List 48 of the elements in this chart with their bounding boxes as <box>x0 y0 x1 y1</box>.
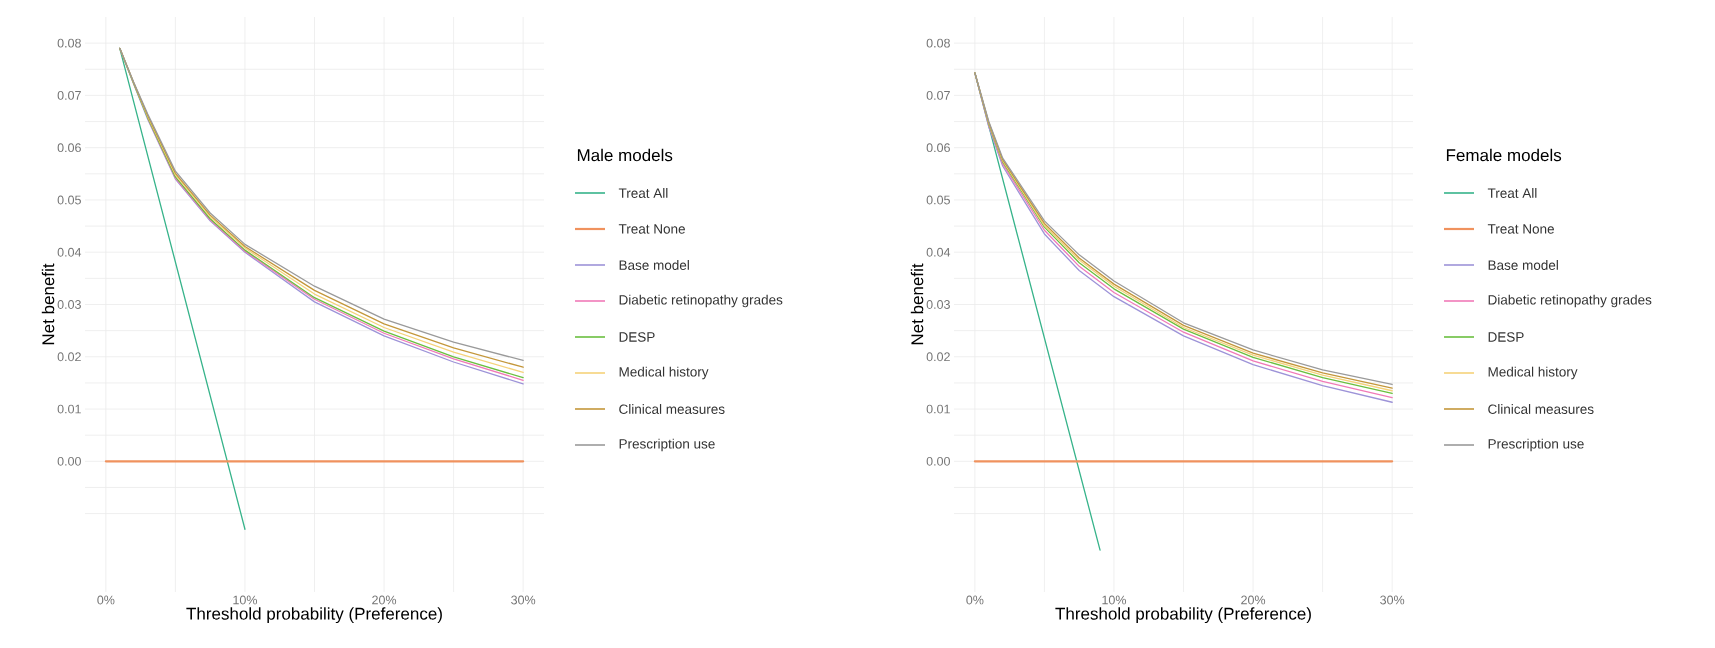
y-axis-title: Net benefit <box>910 263 924 345</box>
legend-label: Clinical measures <box>619 404 725 414</box>
x-tick-label: 20% <box>1241 595 1266 605</box>
y-tick-label: 0.02 <box>926 352 950 362</box>
legend-label: Treat None <box>1487 224 1554 234</box>
legend-label: Medical history <box>619 366 709 380</box>
legend-label: Treat All <box>1487 188 1537 198</box>
legend-label: Base model <box>1488 260 1558 270</box>
y-tick-label: 0.03 <box>926 300 950 309</box>
y-tick-label: 0.07 <box>57 90 81 100</box>
y-tick-label: 0.02 <box>57 352 81 362</box>
legend-label: Medical history <box>1488 366 1578 380</box>
y-tick-label: 0.06 <box>926 143 950 153</box>
legend-label: Treat All <box>618 188 668 198</box>
y-tick-label: 0.00 <box>57 456 81 466</box>
legend-label: Prescription use <box>619 438 715 452</box>
x-tick-label: 0% <box>966 595 984 605</box>
y-tick-label: 0.00 <box>926 456 950 466</box>
x-tick-label: 0% <box>97 595 115 605</box>
y-tick-label: 0.06 <box>57 143 81 153</box>
legend-label: Diabetic retinopathy grades <box>1488 294 1652 308</box>
x-axis-title: Threshold probability (Preference) <box>186 607 442 624</box>
x-tick-label: 10% <box>233 595 258 605</box>
legend-label: Base model <box>619 260 689 270</box>
x-tick-label: 20% <box>372 595 397 605</box>
legend-label: DESP <box>1488 332 1524 342</box>
y-tick-label: 0.05 <box>57 195 81 205</box>
y-tick-label: 0.01 <box>926 404 950 414</box>
y-tick-label: 0.05 <box>926 195 950 205</box>
legend-label: Clinical measures <box>1488 404 1594 414</box>
legend-title: Male models <box>577 148 673 162</box>
x-axis-title: Threshold probability (Preference) <box>1055 607 1311 624</box>
x-tick-label: 30% <box>1380 595 1405 605</box>
x-tick-label: 30% <box>511 595 536 605</box>
legend-label: DESP <box>619 332 655 342</box>
y-tick-label: 0.08 <box>926 38 950 48</box>
y-tick-label: 0.03 <box>57 300 81 309</box>
y-tick-label: 0.04 <box>926 247 951 257</box>
y-tick-label: 0.04 <box>57 247 82 257</box>
y-tick-label: 0.01 <box>57 404 81 414</box>
legend-label: Prescription use <box>1488 438 1584 452</box>
legend-title: Female models <box>1446 148 1562 162</box>
y-tick-label: 0.07 <box>926 90 950 100</box>
y-axis-title: Net benefit <box>41 263 55 345</box>
x-tick-label: 10% <box>1102 595 1127 605</box>
legend-label: Diabetic retinopathy grades <box>619 294 783 308</box>
y-tick-label: 0.08 <box>57 38 81 48</box>
legend-label: Treat None <box>618 224 685 234</box>
